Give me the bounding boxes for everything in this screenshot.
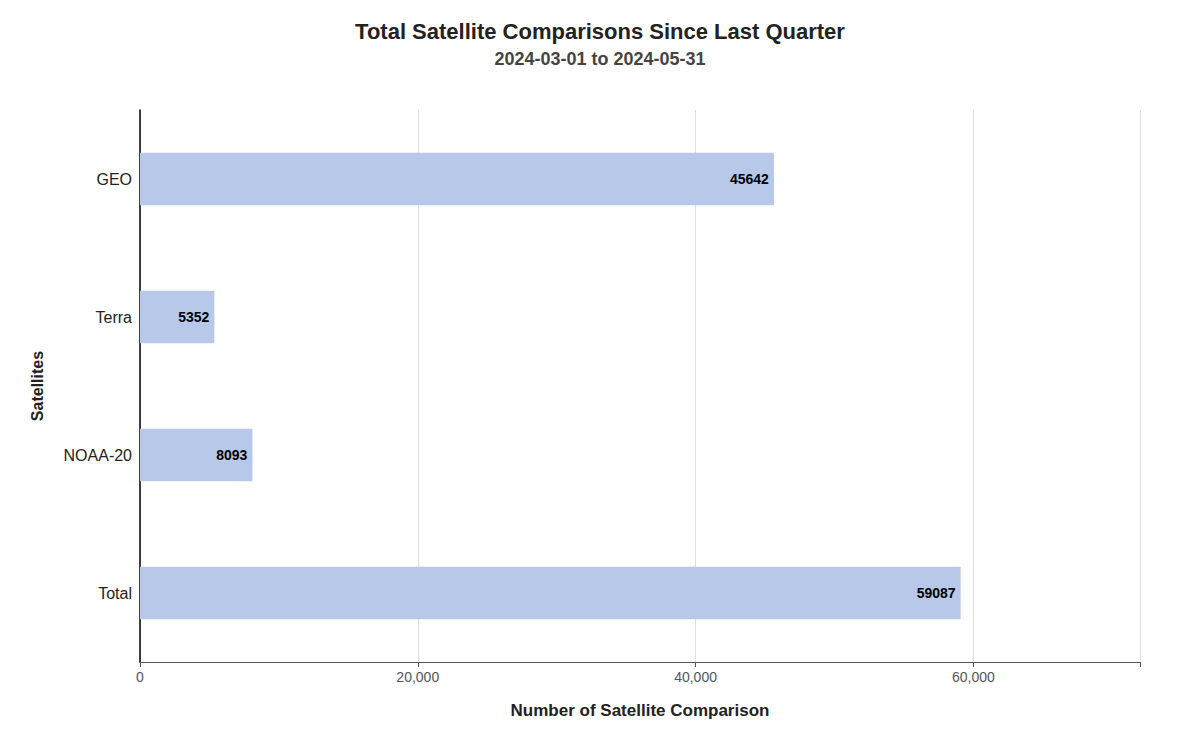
svg-text:GEO: GEO [96, 171, 132, 188]
svg-text:5352: 5352 [178, 309, 209, 325]
svg-text:20,000: 20,000 [396, 669, 439, 685]
svg-text:45642: 45642 [730, 171, 769, 187]
svg-text:Terra: Terra [96, 309, 133, 326]
svg-text:Number of Satellite Comparison: Number of Satellite Comparison [511, 701, 770, 720]
svg-text:60,000: 60,000 [952, 669, 995, 685]
svg-text:8093: 8093 [216, 447, 247, 463]
svg-text:NOAA-20: NOAA-20 [64, 447, 133, 464]
svg-text:Total: Total [98, 585, 132, 602]
svg-text:Satellites: Satellites [29, 351, 46, 421]
svg-text:59087: 59087 [917, 585, 956, 601]
svg-text:2024-03-01 to 2024-05-31: 2024-03-01 to 2024-05-31 [494, 49, 705, 69]
svg-text:40,000: 40,000 [674, 669, 717, 685]
svg-text:0: 0 [136, 669, 144, 685]
svg-text:Total Satellite Comparisons Si: Total Satellite Comparisons Since Last Q… [355, 19, 845, 44]
